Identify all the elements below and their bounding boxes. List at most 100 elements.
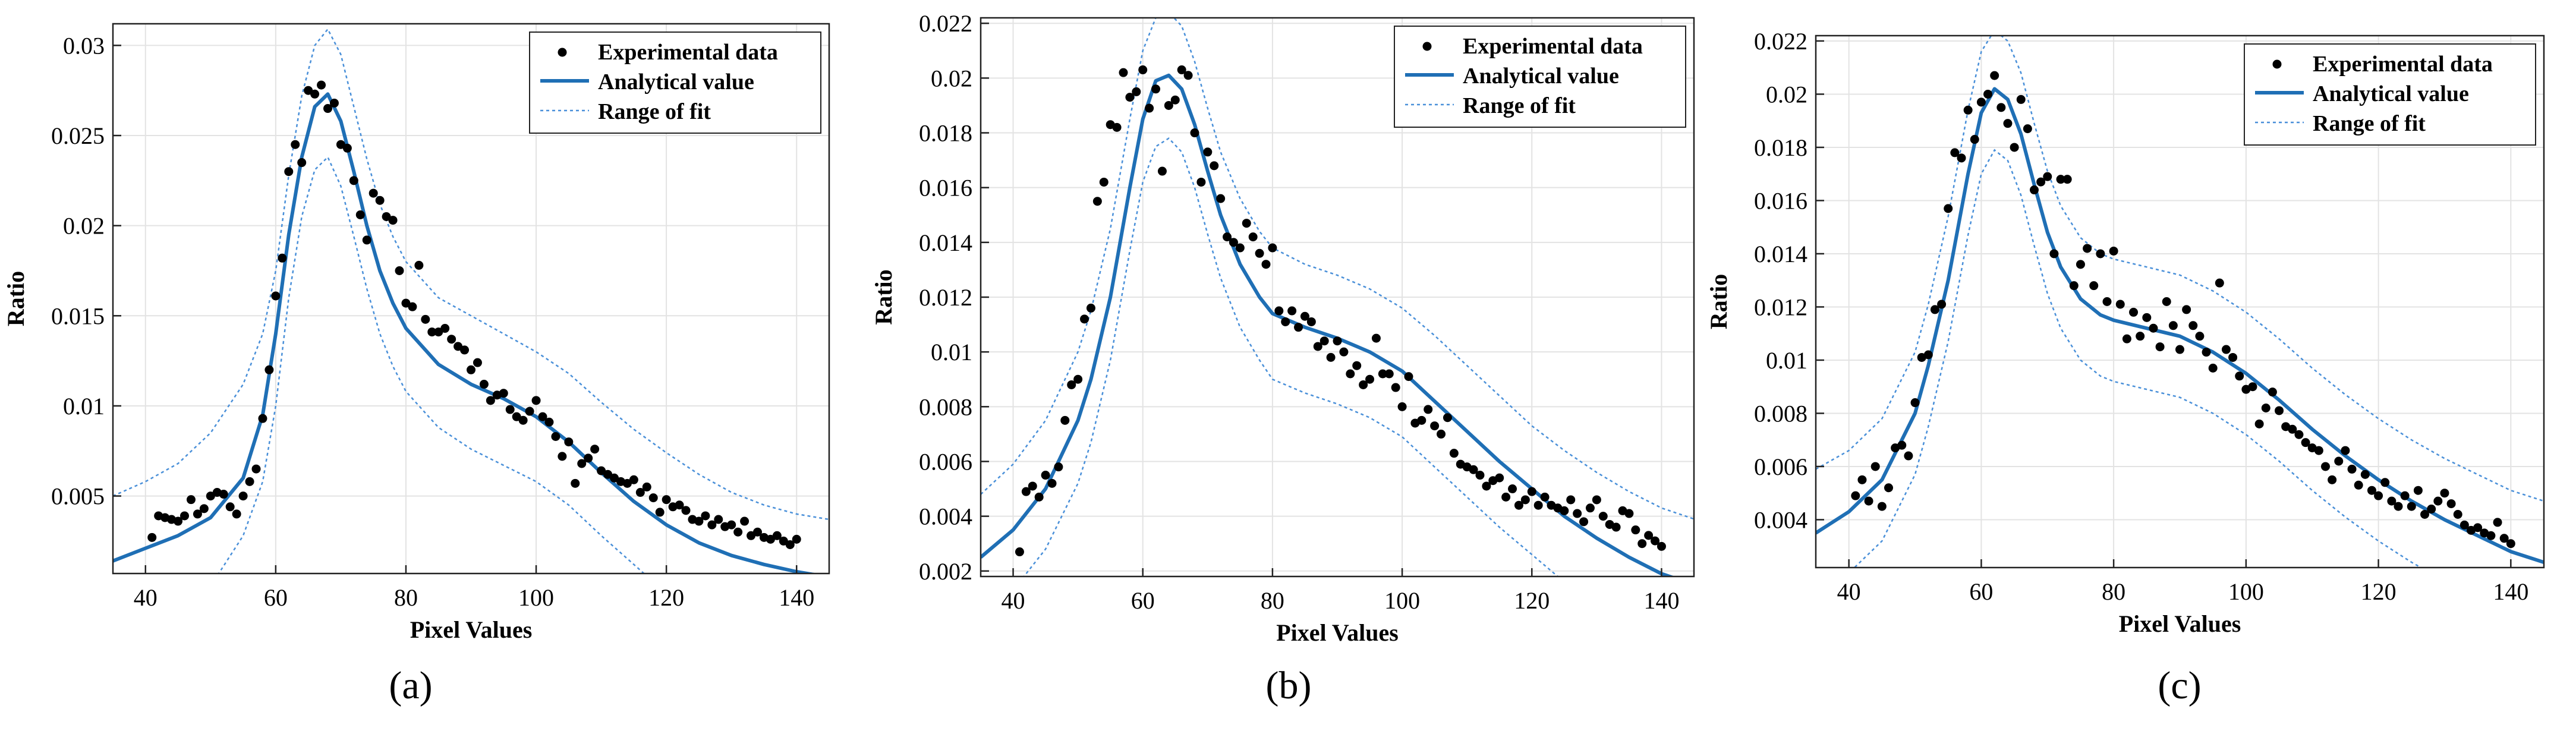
data-point	[1417, 415, 1426, 425]
data-point	[232, 509, 241, 519]
data-point	[2453, 510, 2462, 519]
data-point	[2301, 438, 2310, 448]
y-tick-label: 0.022	[1754, 28, 1807, 55]
data-point	[1119, 68, 1128, 77]
legend-label-experimental: Experimental data	[598, 40, 778, 65]
data-point	[2314, 446, 2323, 455]
data-point	[733, 527, 743, 537]
data-point	[467, 365, 475, 374]
data-point	[1190, 128, 1199, 138]
data-point	[1475, 471, 1485, 480]
data-point	[2208, 363, 2218, 373]
data-point	[1112, 122, 1122, 132]
y-tick-label: 0.016	[1754, 187, 1807, 214]
y-tick-label: 0.005	[51, 483, 105, 510]
data-point	[2036, 177, 2046, 187]
data-point	[1125, 93, 1135, 102]
data-point	[2122, 334, 2131, 344]
data-point	[648, 493, 658, 503]
data-point	[2235, 371, 2244, 381]
data-point	[264, 365, 274, 374]
x-tick-label: 120	[648, 584, 684, 611]
data-point	[2440, 489, 2449, 498]
data-point	[499, 389, 508, 398]
panel-label-c: (c)	[2158, 664, 2201, 707]
legend-label-range: Range of fit	[598, 99, 711, 124]
x-tick-label: 80	[1261, 587, 1284, 614]
data-point	[505, 405, 515, 414]
data-point	[1060, 415, 1070, 425]
data-point	[2328, 475, 2337, 484]
data-point	[2109, 246, 2118, 256]
y-tick-label: 0.03	[63, 32, 105, 59]
data-point	[1424, 405, 1433, 414]
data-point	[2202, 348, 2211, 357]
analytical-line	[1816, 87, 2544, 564]
data-point	[2473, 523, 2483, 533]
data-point	[193, 509, 202, 519]
data-point	[2354, 480, 2363, 490]
y-tick-label: 0.008	[919, 393, 972, 420]
data-point	[1482, 481, 1491, 491]
data-point	[2030, 185, 2039, 195]
data-point	[2102, 297, 2112, 306]
x-tick-label: 60	[264, 584, 288, 611]
chart-panel-c: 40 60 80 100 120 140 0.004 0.006 0.008 0.01 0.012…	[1705, 28, 2545, 707]
data-point	[2023, 124, 2032, 134]
legend-label-analytical: Analytical value	[1463, 64, 1619, 89]
data-point	[336, 140, 345, 149]
y-tick-label: 0.01	[1766, 347, 1807, 374]
data-point	[1028, 481, 1037, 491]
data-point	[414, 260, 424, 270]
data-point	[291, 140, 300, 149]
data-point	[1216, 194, 1226, 203]
data-point	[1910, 398, 1920, 408]
data-point	[1611, 522, 1621, 532]
plot-frame	[1815, 34, 2545, 569]
legend-marker-points	[2272, 59, 2282, 69]
data-point	[1183, 71, 1193, 80]
data-point	[1651, 536, 1660, 546]
data-point	[1884, 483, 1893, 493]
data-point	[1514, 500, 1523, 510]
data-point	[1255, 248, 1264, 258]
data-point	[590, 445, 600, 454]
data-point	[2427, 505, 2436, 514]
data-point	[2387, 496, 2397, 506]
data-point	[2215, 278, 2224, 288]
data-point	[2499, 534, 2509, 543]
data-point	[1963, 105, 1973, 115]
data-point	[785, 540, 795, 549]
data-point	[1430, 421, 1440, 431]
data-point	[238, 491, 248, 501]
data-point	[427, 327, 437, 337]
data-point	[694, 516, 704, 526]
x-tick-label: 140	[2493, 578, 2528, 605]
y-tick-label: 0.02	[931, 65, 972, 92]
y-tick-label: 0.006	[1754, 453, 1807, 480]
data-point	[1585, 503, 1595, 513]
data-point	[1086, 303, 1095, 313]
data-point	[2400, 491, 2410, 500]
y-tick-label: 0.01	[63, 393, 105, 420]
range-of-fit-line	[981, 18, 1694, 520]
data-point	[2069, 281, 2079, 291]
data-point	[2115, 300, 2125, 309]
data-point	[740, 516, 750, 526]
data-point	[2043, 172, 2052, 181]
experimental-points	[1015, 65, 1666, 557]
data-point	[1644, 531, 1654, 540]
data-point	[1268, 243, 1277, 253]
data-point	[1404, 372, 1413, 382]
data-point	[512, 412, 521, 421]
data-point	[2096, 249, 2105, 259]
data-point	[642, 482, 651, 491]
data-point	[1397, 402, 1407, 411]
x-tick-label: 60	[1969, 578, 1993, 605]
data-point	[460, 345, 470, 355]
data-point	[584, 453, 593, 463]
data-point	[772, 531, 782, 540]
data-point	[1469, 465, 1478, 474]
data-point	[1904, 451, 1913, 461]
data-point	[1443, 413, 1452, 423]
